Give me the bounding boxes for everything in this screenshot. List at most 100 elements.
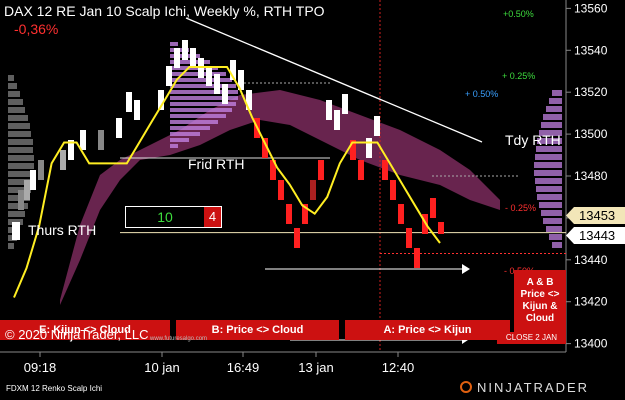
frid-profile-bar [170, 126, 210, 130]
x-tick-label: 12:40 [382, 360, 415, 375]
y-tick-label: 13560 [574, 1, 608, 15]
logo-mark-icon [460, 381, 472, 393]
tdy-profile-bar [552, 90, 562, 96]
frid-profile-bar [170, 90, 238, 94]
banner-price-cloud: B: Price <> Cloud [176, 320, 339, 340]
renko-brick [342, 94, 348, 114]
renko-brick [246, 90, 252, 110]
renko-brick [406, 228, 412, 248]
frid-profile-bar [170, 102, 236, 106]
renko-brick [270, 160, 276, 180]
thurs-profile-bar [8, 115, 28, 121]
renko-brick [430, 198, 436, 218]
tdy-profile-bar [543, 218, 562, 224]
banner-side-text: A & B Price <> Kijun & Cloud [520, 277, 560, 324]
renko-brick [190, 48, 196, 68]
tdy-profile-bar [541, 210, 562, 216]
renko-brick [230, 60, 236, 80]
frid-profile-bar [170, 42, 178, 46]
tdy-profile-bar [546, 226, 562, 232]
thurs-profile-bar [8, 99, 23, 105]
frid-profile-bar [170, 132, 200, 136]
thurs-profile-bar [8, 83, 17, 89]
frid-profile-bar [170, 144, 178, 148]
thurs-profile-bar [8, 163, 34, 169]
renko-brick [350, 140, 356, 160]
y-tick-label: 13540 [574, 43, 608, 57]
y-tick-label: 13500 [574, 127, 608, 141]
banner-kijun-cloud: E: Kijun <> Cloud [0, 320, 170, 340]
chart-title: DAX 12 RE Jan 10 Scalp Ichi, Weekly %, R… [4, 3, 325, 19]
renko-brick [358, 160, 364, 180]
thurs-profile-bar [8, 75, 14, 81]
renko-brick [294, 228, 300, 248]
renko-brick [366, 138, 372, 158]
renko-brick [334, 110, 340, 130]
frid-profile-bar [170, 120, 218, 124]
trendline [185, 17, 483, 143]
renko-brick [214, 74, 220, 94]
renko-brick [134, 100, 140, 120]
renko-brick [326, 100, 332, 120]
kijun-line [13, 66, 441, 298]
renko-brick [318, 160, 324, 180]
thurs-profile-bar [8, 107, 25, 113]
counter-value: 10 [157, 209, 173, 225]
tdy-rth-label: Tdy RTH [505, 132, 561, 148]
banner-close-text: CLOSE 2 JAN [505, 333, 558, 342]
renko-brick [390, 180, 396, 200]
weekly-pct-minus025: - 0.25% [505, 203, 537, 213]
y-tick-label: 13440 [574, 253, 608, 267]
renko-brick [238, 70, 244, 90]
tdy-profile-bar [537, 194, 562, 200]
renko-brick [18, 190, 24, 210]
renko-brick [222, 84, 228, 104]
x-tick-label: 13 jan [298, 360, 333, 375]
thurs-profile-bar [8, 155, 34, 161]
y-tick-label: 13420 [574, 295, 608, 309]
renko-brick [12, 222, 20, 240]
renko-brick [98, 130, 104, 150]
frid-profile-bar [170, 78, 232, 82]
tdy-profile-bar [549, 98, 562, 104]
logo-text: NINJATRADER [477, 379, 590, 395]
counter-box: 10 4 [125, 206, 222, 228]
weekly-pct-plus025: + 0.25% [502, 71, 536, 81]
url-text: www.futuresalgo.com [150, 336, 208, 342]
projection-arrow-icon [462, 264, 470, 274]
frid-profile-bar [170, 108, 232, 112]
tdy-profile-bar [541, 122, 562, 128]
tdy-profile-bar [552, 242, 562, 248]
tdy-profile-bar [535, 154, 562, 160]
weekly-pct-plus050: +0.50% [503, 9, 534, 19]
price-marker-second: 13443 [566, 227, 625, 244]
frid-profile-bar [170, 84, 236, 88]
renko-brick [182, 40, 188, 60]
tdy-profile-bar [539, 202, 562, 208]
renko-brick [286, 204, 292, 224]
renko-brick [310, 180, 316, 200]
thurs-rth-label: Thurs RTH [28, 222, 97, 238]
banner-price-kijun: A: Price <> Kijun [345, 320, 510, 340]
price-marker-current-text: 13453 [579, 208, 616, 223]
thurs-profile-bar [8, 179, 33, 185]
tdy-profile-bar [534, 162, 562, 168]
renko-brick [414, 248, 420, 268]
renko-brick [38, 160, 44, 180]
renko-brick [262, 138, 268, 158]
tdy-profile-bar [537, 138, 562, 144]
copyright: © 2020 NinjaTrader, LLC [5, 327, 149, 342]
price-marker-second-text: 13443 [579, 228, 616, 243]
renko-brick [60, 150, 66, 170]
tdy-profile-bar [534, 170, 562, 176]
renko-brick [80, 130, 86, 150]
tdy-profile-bar [536, 186, 562, 192]
renko-brick [174, 48, 180, 68]
renko-brick [206, 66, 212, 86]
x-tick-label: 10 jan [144, 360, 179, 375]
renko-brick [126, 92, 132, 112]
tdy-profile-bar [549, 234, 562, 240]
tdy-profile-bar [539, 130, 562, 136]
renko-brick [398, 204, 404, 224]
